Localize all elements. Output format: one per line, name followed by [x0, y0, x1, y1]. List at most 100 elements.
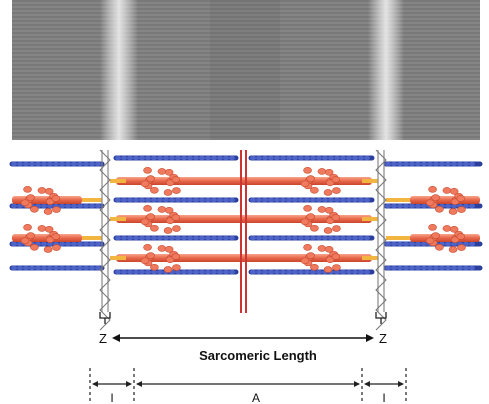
actin-bead: [286, 155, 292, 161]
actin-bead: [391, 203, 397, 209]
actin-bead: [385, 265, 391, 271]
actin-bead: [421, 241, 427, 247]
actin-bead: [385, 203, 391, 209]
myosin-head: [306, 213, 315, 220]
actin-bead: [469, 265, 475, 271]
myosin-head: [310, 224, 319, 232]
titin: [386, 198, 410, 202]
myosin-head: [442, 225, 452, 232]
myosin-head: [20, 199, 30, 207]
actin-bead: [451, 265, 457, 271]
z-brackets: [99, 312, 387, 324]
actin-bead: [199, 269, 205, 275]
actin-bead: [262, 155, 268, 161]
myosin-head: [303, 244, 312, 251]
actin-bead: [415, 203, 421, 209]
actin-bead: [364, 155, 370, 161]
actin-bead: [95, 241, 101, 247]
actin-bead: [77, 161, 83, 167]
actin-bead: [310, 155, 316, 161]
actin-bead: [427, 265, 433, 271]
actin-bead: [187, 235, 193, 241]
actin-bead: [397, 265, 403, 271]
actin-bead: [217, 155, 223, 161]
actin-bead: [35, 161, 41, 167]
actin-bead: [211, 269, 217, 275]
actin-bead: [334, 197, 340, 203]
actin-bead: [205, 269, 211, 275]
actin-bead: [163, 155, 169, 161]
actin-bead: [280, 155, 286, 161]
myosin-head: [172, 187, 181, 194]
actin-bead: [181, 155, 187, 161]
actin-bead: [193, 269, 199, 275]
actin-bead: [47, 241, 53, 247]
actin-bead: [41, 265, 47, 271]
actin-bead: [157, 235, 163, 241]
actin-bead: [223, 235, 229, 241]
myosin-head: [457, 206, 466, 213]
actin-bead: [223, 269, 229, 275]
myosin-head: [44, 226, 54, 233]
myosin-head: [300, 218, 310, 226]
myosin-head: [448, 246, 458, 253]
myosin-head: [146, 252, 155, 259]
myosin-head: [448, 208, 458, 215]
actin-bead: [403, 161, 409, 167]
a-band-label: A: [252, 391, 260, 404]
titin: [362, 179, 378, 183]
actin-bead: [358, 269, 364, 275]
actin-bead: [169, 235, 175, 241]
actin-bead: [397, 203, 403, 209]
myosin-head: [44, 188, 54, 195]
actin-bead: [133, 269, 139, 275]
myosin-head: [331, 253, 341, 260]
myosin-head: [324, 207, 334, 214]
actin-bead: [310, 197, 316, 203]
actin-bead: [89, 241, 95, 247]
myosin-head: [26, 232, 35, 239]
z-line: [99, 149, 111, 331]
actin-bead: [256, 235, 262, 241]
actin-bead: [256, 155, 262, 161]
myosin-head: [171, 176, 181, 183]
actin-bead: [133, 197, 139, 203]
actin-bead: [187, 269, 193, 275]
actin-bead: [280, 235, 286, 241]
myosin-head: [317, 206, 327, 213]
actin-bead: [95, 265, 101, 271]
actin-bead: [352, 235, 358, 241]
myosin-head: [457, 244, 466, 251]
myosin-head: [164, 246, 174, 253]
actin-bead: [328, 155, 334, 161]
myosin-head: [303, 167, 312, 174]
actin-bead: [262, 197, 268, 203]
z-line: [375, 149, 387, 331]
actin-bead: [469, 203, 475, 209]
myosin-head: [43, 246, 53, 253]
actin-bead: [352, 155, 358, 161]
actin-bead: [403, 265, 409, 271]
actin-bead: [286, 269, 292, 275]
actin-bead: [340, 269, 346, 275]
myosin-head: [317, 168, 327, 175]
actin-bead: [121, 235, 127, 241]
actin-bead: [457, 265, 463, 271]
actin-bead: [463, 161, 469, 167]
myosin-head: [300, 257, 310, 265]
myosin-head: [30, 243, 39, 251]
actin-bead: [35, 265, 41, 271]
actin-bead: [334, 235, 340, 241]
actin-bead: [121, 269, 127, 275]
myosin-head: [332, 264, 341, 271]
actin-bead: [334, 269, 340, 275]
actin-bead: [89, 265, 95, 271]
actin-bead: [175, 197, 181, 203]
actin-bead: [352, 197, 358, 203]
myosin-head: [150, 224, 159, 232]
actin-bead: [286, 197, 292, 203]
actin-bead: [409, 265, 415, 271]
actin-bead: [451, 161, 457, 167]
actin-bead: [83, 161, 89, 167]
